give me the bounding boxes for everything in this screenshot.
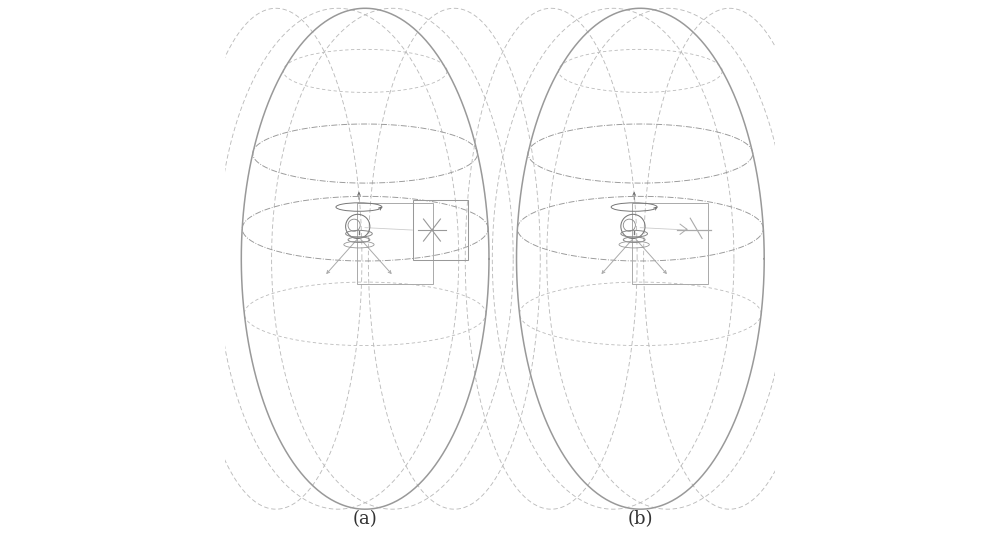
Bar (413, 200, 468, 260)
Text: (b): (b) (628, 510, 653, 528)
Text: (a): (a) (353, 510, 378, 528)
Bar (632, 203, 708, 284)
Bar (357, 203, 433, 284)
